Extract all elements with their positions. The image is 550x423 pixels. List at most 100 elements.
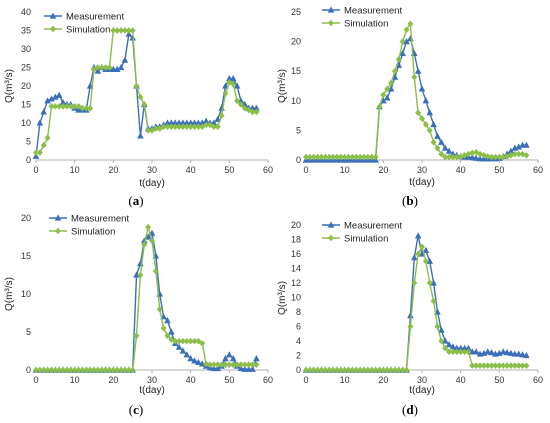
data-point (414, 232, 422, 239)
data-point (133, 332, 140, 340)
data-point (330, 366, 337, 374)
data-point (499, 348, 507, 355)
data-point (484, 362, 491, 369)
x-tick-label: 60 (533, 165, 543, 175)
data-point (303, 366, 309, 374)
y-axis-label: Q(m³/s) (4, 69, 15, 103)
data-point (364, 366, 371, 374)
x-tick-label: 60 (533, 375, 543, 385)
data-point (303, 153, 309, 161)
data-point (226, 361, 233, 368)
data-point (210, 361, 217, 368)
data-point (472, 348, 480, 355)
data-point (36, 119, 44, 126)
data-point (60, 366, 67, 374)
data-point (500, 153, 507, 161)
data-point (415, 250, 422, 258)
data-point (222, 90, 229, 97)
data-point (438, 150, 445, 158)
y-tick-label: 25 (21, 63, 31, 73)
y-tick-label: 0 (26, 155, 31, 165)
data-point (407, 35, 414, 42)
y-tick-label: 15 (21, 100, 31, 110)
data-point (353, 366, 360, 374)
y-tick-label: 40 (21, 7, 31, 17)
data-point (121, 27, 128, 34)
data-point (191, 337, 198, 345)
data-point (492, 153, 499, 161)
data-point (71, 103, 78, 110)
data-point (364, 153, 371, 161)
y-tick-label: 16 (291, 249, 301, 259)
data-point (144, 233, 152, 240)
data-point (102, 64, 109, 71)
data-point (341, 366, 348, 374)
data-point (430, 279, 437, 286)
data-point (195, 123, 202, 130)
data-point (237, 101, 244, 108)
data-point (388, 366, 395, 374)
data-point (113, 65, 121, 72)
data-point (484, 348, 492, 355)
data-point (507, 147, 515, 154)
data-point (102, 366, 109, 374)
data-point (141, 241, 148, 248)
data-point (48, 366, 55, 374)
data-point (395, 56, 402, 63)
data-point (48, 103, 55, 110)
data-point (145, 127, 152, 134)
data-point (83, 366, 90, 374)
data-point (175, 343, 183, 350)
panel-caption: (a) (128, 193, 143, 208)
chart-panel-d: 0 2 4 6 8 10 12 14 16 18 20 0 10 20 30 40 50 60 t(day) Q(m³… (277, 220, 543, 417)
panel-caption: (b) (402, 193, 418, 208)
series-simulation (303, 243, 530, 374)
data-point (234, 361, 241, 368)
series-simulation (303, 20, 530, 161)
data-point (376, 103, 383, 111)
x-tick-label: 40 (456, 165, 466, 175)
legend-label: Measurement (344, 221, 402, 232)
data-point (214, 361, 221, 368)
data-point (218, 112, 225, 119)
legend: Measurement Simulation (44, 12, 124, 36)
data-point (326, 366, 333, 374)
data-point (361, 366, 367, 374)
legend-marker (49, 12, 57, 19)
series-line (306, 235, 527, 371)
y-tick-label: 12 (291, 278, 301, 288)
data-point (249, 108, 256, 116)
legend-marker (327, 6, 335, 13)
data-point (52, 103, 59, 110)
data-point (465, 150, 472, 158)
data-point (407, 20, 414, 28)
data-point (226, 351, 233, 358)
data-point (461, 348, 468, 356)
data-point (203, 360, 210, 368)
x-tick-label: 40 (186, 375, 196, 385)
x-tick-label: 10 (70, 165, 80, 175)
data-point (245, 361, 252, 368)
data-point (249, 365, 256, 372)
data-point (449, 348, 456, 356)
data-point (106, 64, 113, 71)
data-point (426, 279, 433, 287)
chart-panel-b: 0 5 10 15 20 25 0 10 20 30 40 50 60 t(day) Q(m³/s) Meas… (277, 6, 543, 209)
data-point (191, 123, 198, 130)
data-point (438, 138, 445, 145)
y-tick-label: 35 (21, 26, 31, 36)
data-point (473, 149, 480, 156)
y-tick-label: 0 (296, 365, 301, 375)
data-point (176, 123, 183, 130)
legend-label: Simulation (71, 227, 115, 238)
data-point (384, 85, 391, 93)
data-point (430, 120, 437, 128)
series-simulation (33, 27, 260, 156)
data-point (441, 337, 449, 344)
series-line (306, 37, 527, 161)
data-point (515, 362, 522, 369)
data-point (183, 337, 190, 345)
data-point (523, 151, 530, 159)
data-point (492, 362, 499, 369)
x-axis-label: t(day) (139, 178, 165, 189)
